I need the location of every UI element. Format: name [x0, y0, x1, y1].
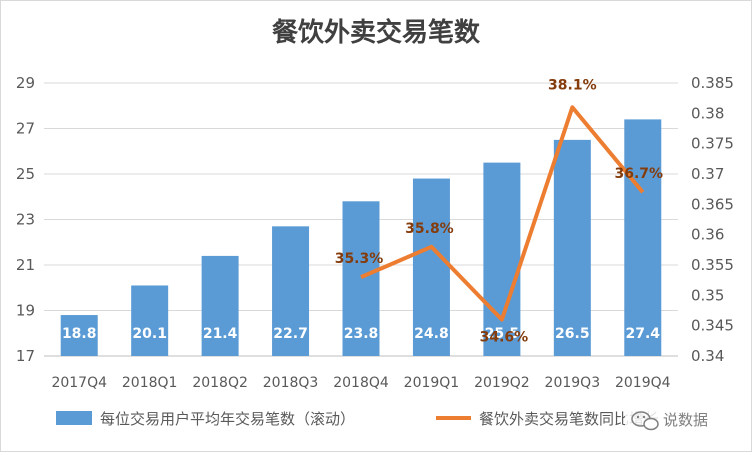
line-data-label: 36.7% — [614, 166, 663, 182]
bar-data-label: 20.1 — [132, 326, 167, 342]
chart-title: 餐饮外卖交易笔数 — [272, 17, 481, 48]
bar-data-label: 22.7 — [273, 326, 308, 342]
y-right-tick-label: 0.36 — [691, 226, 724, 244]
watermark: 说数据 — [625, 405, 745, 431]
y-axis-right-ticks: 0.34 0.345 0.35 0.355 0.36 0.365 0.37 0.375 0.38… — [691, 74, 734, 365]
bar — [553, 139, 591, 356]
bar-data-label: 25.5 — [485, 326, 520, 342]
line-series — [360, 105, 645, 322]
y-right-tick-label: 0.365 — [691, 195, 734, 213]
legend-swatch-bar — [56, 411, 92, 425]
legend-label-bar: 每位交易用户平均年交易笔数（滚动） — [100, 410, 355, 428]
bar — [412, 178, 450, 356]
y-right-tick-label: 0.34 — [691, 347, 724, 365]
bar-data-label: 23.8 — [344, 326, 379, 342]
line-labels: 35.3% 35.8% 34.6% 38.1% 36.7% — [335, 77, 663, 345]
watermark-text: 说数据 — [663, 411, 708, 429]
bar-data-label: 26.5 — [555, 326, 590, 342]
line-data-label: 34.6% — [480, 330, 529, 346]
bar-series — [60, 119, 662, 357]
line-data-label: 35.8% — [405, 221, 454, 237]
y-right-tick-label: 0.35 — [691, 286, 724, 304]
y-left-tick-label: 19 — [16, 302, 35, 320]
y-left-tick-label: 21 — [16, 256, 35, 274]
bar-labels: 18.8 20.1 21.4 22.7 23.8 24.8 25.5 26.5 27.4 — [62, 326, 660, 342]
wechat-icon — [631, 411, 659, 431]
x-axis-categories: 2017Q4 2018Q1 2018Q2 2018Q3 2018Q4 2019Q1 2019… — [51, 375, 670, 391]
bar — [201, 255, 239, 356]
bar — [342, 201, 380, 356]
x-category-label: 2019Q1 — [404, 375, 460, 391]
y-right-tick-label: 0.355 — [691, 256, 734, 274]
x-category-label: 2019Q3 — [545, 375, 601, 391]
y-axis-left-ticks: 17 19 21 23 25 27 29 — [16, 74, 35, 365]
y-left-tick-label: 17 — [16, 347, 35, 365]
bar — [60, 315, 98, 356]
line-data-label: 35.3% — [335, 251, 384, 267]
y-left-tick-label: 23 — [16, 211, 35, 229]
bar-data-label: 21.4 — [203, 326, 238, 342]
x-category-label: 2019Q4 — [615, 375, 671, 391]
y-right-tick-label: 0.37 — [691, 165, 724, 183]
y-right-tick-label: 0.345 — [691, 317, 734, 335]
y-right-tick-label: 0.375 — [691, 135, 734, 153]
line-data-label: 38.1% — [548, 77, 597, 93]
x-category-label: 2018Q4 — [333, 375, 389, 391]
bar-data-label: 18.8 — [62, 326, 97, 342]
y-right-tick-label: 0.38 — [691, 104, 724, 122]
y-left-tick-label: 27 — [16, 120, 35, 138]
y-left-tick-label: 25 — [16, 165, 35, 183]
bar-data-label: 27.4 — [626, 326, 661, 342]
legend-label-line: 餐饮外卖交易笔数同比增长 — [479, 410, 659, 428]
legend: 每位交易用户平均年交易笔数（滚动） 餐饮外卖交易笔数同比增长 — [56, 410, 659, 428]
y-right-tick-label: 0.385 — [691, 74, 734, 92]
x-category-label: 2018Q1 — [122, 375, 178, 391]
bar — [483, 162, 521, 356]
bar — [624, 119, 662, 357]
bar — [272, 226, 310, 356]
line-path — [360, 105, 645, 322]
bar-data-label: 24.8 — [414, 326, 449, 342]
x-category-label: 2019Q2 — [474, 375, 530, 391]
x-category-label: 2018Q2 — [192, 375, 248, 391]
bar — [131, 285, 169, 356]
y-left-tick-label: 29 — [16, 74, 35, 92]
x-category-label: 2017Q4 — [51, 375, 107, 391]
x-category-label: 2018Q3 — [263, 375, 319, 391]
